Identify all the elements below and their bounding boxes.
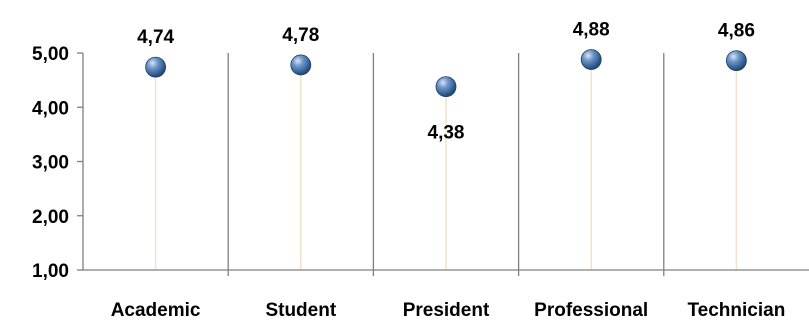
y-tick-label: 4,00 [32, 98, 69, 119]
category-label: Professional [534, 300, 648, 321]
data-point [726, 50, 747, 71]
data-label: 4,86 [718, 21, 755, 42]
y-tick-label: 5,00 [32, 44, 69, 65]
data-label: 4,88 [573, 20, 610, 41]
data-label: 4,78 [282, 25, 319, 46]
drop-lines [154, 59, 738, 270]
y-tick-label: 3,00 [32, 153, 69, 174]
y-tick-label: 2,00 [32, 207, 69, 228]
data-point [290, 54, 312, 76]
data-points [145, 49, 747, 98]
data-point [145, 56, 167, 78]
data-point [580, 49, 602, 70]
category-label: Student [265, 300, 336, 321]
data-label: 4,38 [428, 123, 465, 144]
category-labels: Academic Student President Professional Tech… [111, 300, 786, 321]
category-label: Technician [687, 300, 785, 321]
category-dividers [227, 53, 665, 276]
category-label: Academic [111, 300, 201, 321]
data-label: 4,74 [137, 27, 174, 48]
data-labels: 4,74 4,78 4,38 4,88 4,86 [137, 20, 755, 144]
y-tick-label: 1,00 [32, 261, 69, 282]
data-point [435, 76, 457, 98]
y-tick-labels: 1,00 2,00 3,00 4,00 5,00 [32, 44, 69, 282]
axes [77, 52, 809, 271]
category-label: President [403, 300, 490, 321]
